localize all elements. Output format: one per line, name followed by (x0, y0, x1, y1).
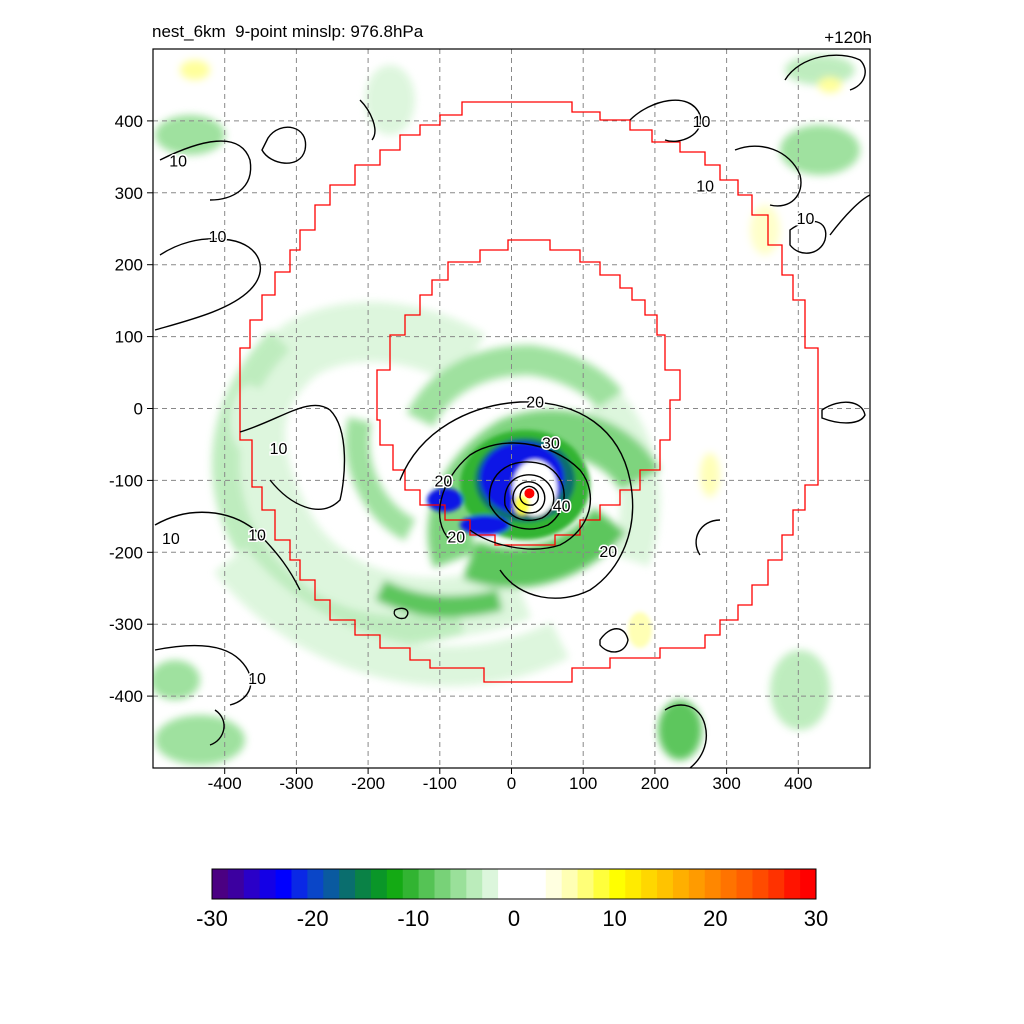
contour-label: 10 (696, 179, 714, 196)
wind-contours (154, 54, 870, 768)
colorbar-swatch (450, 869, 467, 899)
colorbar-swatch (625, 869, 642, 899)
chart-title: nest_6km 9-point minslp: 976.8hPa (152, 22, 424, 41)
x-tick-label: -200 (351, 774, 385, 793)
y-tick-label: -400 (109, 687, 143, 706)
colorbar-tick-label: 10 (602, 906, 627, 931)
contour-label: 10 (693, 114, 711, 131)
x-tick-label: -400 (208, 774, 242, 793)
colorbar-swatch (212, 869, 229, 899)
colorbar-swatch (386, 869, 404, 899)
colorbar-tick-label: -20 (296, 906, 329, 931)
y-tick-label: -200 (109, 543, 143, 562)
colorbar-swatch (259, 869, 277, 899)
y-tick-label: 200 (115, 256, 143, 275)
colorbar-swatch (672, 869, 690, 899)
colorbar-swatch (609, 869, 626, 899)
colorbar-swatch (370, 869, 388, 899)
contour-label: 10 (797, 211, 815, 228)
contour-label: 10 (162, 531, 180, 548)
y-tick-label: 0 (134, 400, 143, 419)
colorbar-tick-label: -10 (397, 906, 430, 931)
y-tick-label: 100 (115, 328, 143, 347)
colorbar-tick-label: 0 (507, 906, 521, 931)
colorbar (211, 868, 817, 900)
y-axis: 400 300 200 100 0 -100 -200 -300 -400 (109, 112, 153, 706)
colorbar-swatch (561, 869, 579, 899)
colorbar-swatch (784, 869, 801, 899)
contour-label: 10 (248, 671, 266, 688)
contour-label: 10 (248, 527, 266, 544)
colorbar-swatch (545, 869, 563, 899)
colorbar-swatch (577, 869, 594, 899)
contour-label: 20 (447, 529, 465, 546)
colorbar-swatch (482, 869, 499, 899)
colorbar-swatch (418, 869, 436, 899)
x-axis: -400 -300 -200 -100 0 100 200 300 400 (208, 768, 812, 793)
colorbar-swatch (498, 869, 515, 899)
contour-label: 20 (599, 544, 617, 561)
colorbar-swatch (339, 869, 356, 899)
x-tick-label: 400 (784, 774, 812, 793)
colorbar-swatch (466, 869, 483, 899)
colorbar-swatch (641, 869, 658, 899)
colorbar-swatch (323, 869, 340, 899)
y-tick-label: -100 (109, 471, 143, 490)
colorbar-swatch (720, 869, 738, 899)
y-tick-label: -300 (109, 615, 143, 634)
inner-nest-boundary (376, 239, 681, 546)
colorbar-tick-label: 20 (703, 906, 728, 931)
colorbar-swatch (243, 869, 261, 899)
forecast-hour-label: +120h (824, 28, 872, 47)
colorbar-swatch (307, 869, 324, 899)
x-tick-label: 200 (641, 774, 669, 793)
colorbar-swatch (736, 869, 753, 899)
colorbar-swatch (291, 869, 308, 899)
colorbar-swatch (514, 869, 531, 899)
contour-label: 20 (526, 394, 544, 411)
colorbar-swatch (593, 869, 610, 899)
colorbar-swatch (402, 869, 420, 899)
x-tick-label: 0 (507, 774, 516, 793)
grid-lines (153, 49, 870, 768)
colorbar-swatch (434, 869, 451, 899)
colorbar-swatch (355, 869, 372, 899)
colorbar-swatch (227, 869, 245, 899)
colorbar-swatch (752, 869, 769, 899)
colorbar-swatch (529, 869, 547, 899)
colorbar-tick-label: -30 (196, 906, 228, 931)
contour-label: 10 (270, 441, 288, 458)
colorbar-swatch (768, 869, 785, 899)
outer-nest-boundary (239, 101, 819, 683)
contour-label: 10 (169, 153, 187, 170)
contour-labels: 20 30 40 20 20 20 10 10 10 10 10 10 10 10 10 (161, 112, 816, 689)
x-tick-label: -100 (423, 774, 457, 793)
contour-label: 10 (209, 229, 227, 246)
colorbar-swatch (688, 869, 706, 899)
x-tick-label: 300 (712, 774, 740, 793)
colorbar-swatch (657, 869, 674, 899)
contour-label: 40 (553, 499, 571, 516)
x-tick-label: -300 (279, 774, 313, 793)
y-tick-label: 400 (115, 112, 143, 131)
shaded-field (153, 55, 860, 765)
contour-label: 20 (434, 473, 452, 490)
x-tick-label: 100 (569, 774, 597, 793)
storm-center-marker (524, 488, 535, 499)
colorbar-frame (211, 868, 817, 900)
contour-label: 30 (542, 435, 560, 452)
colorbar-tick-label: 30 (803, 906, 829, 931)
colorbar-swatch (800, 869, 817, 899)
colorbar-swatch (275, 869, 292, 899)
colorbar-swatch (704, 869, 722, 899)
y-tick-label: 300 (115, 184, 143, 203)
